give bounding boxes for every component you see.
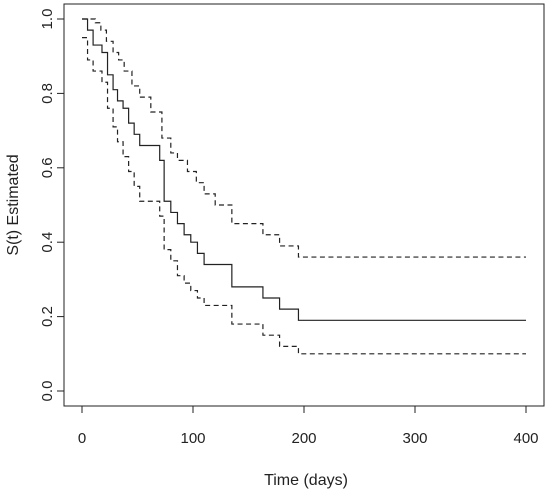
y-tick-label: 1.0	[39, 9, 56, 30]
x-axis-label: Time (days)	[264, 472, 348, 489]
y-tick-label: 0.2	[39, 306, 56, 327]
x-tick-label: 400	[513, 430, 538, 447]
survival-curves	[82, 18, 526, 355]
x-tick-label: 0	[78, 430, 86, 447]
x-tick-label: 200	[291, 430, 316, 447]
upper-confidence-line	[82, 18, 526, 258]
survival-estimate-line	[82, 18, 526, 321]
lower-confidence-line	[82, 37, 526, 355]
y-tick-label: 0.4	[39, 232, 56, 253]
y-tick-label: 0.0	[39, 381, 56, 402]
y-tick-label: 0.8	[39, 83, 56, 104]
x-tick-label: 300	[402, 430, 427, 447]
x-tick-label: 100	[180, 430, 205, 447]
y-axis: 0.0 0.2 0.4 0.6 0.8 1.0	[39, 9, 65, 402]
y-axis-label: S(t) Estimated	[5, 154, 22, 255]
plot-frame	[63, 3, 545, 407]
y-tick-label: 0.6	[39, 157, 56, 178]
x-axis: 0 100 200 300 400	[78, 405, 539, 447]
